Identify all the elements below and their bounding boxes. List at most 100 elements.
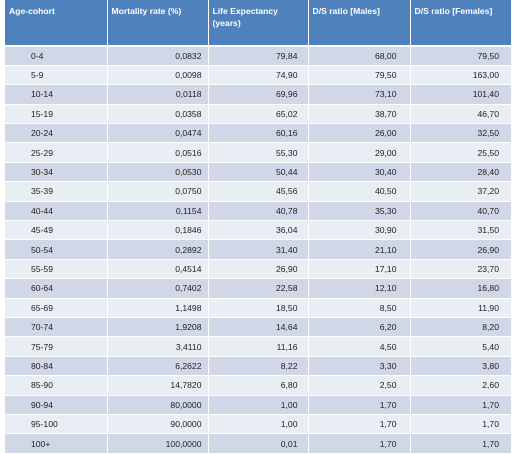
ds-ratio-females-cell: 37,20 (410, 181, 511, 202)
age-cohort-cell: 75-79 (5, 336, 108, 357)
life-expectancy-cell: 0,01 (208, 433, 309, 454)
ds-ratio-females-cell: 23,70 (410, 259, 511, 280)
life-expectancy-cell: 65,02 (208, 104, 309, 125)
mortality-rate-cell: 0,4514 (107, 259, 209, 280)
ds-ratio-females-cell: 25,50 (410, 142, 511, 163)
ds-ratio-males-cell: 73,10 (308, 84, 411, 105)
mortality-rate-cell: 0,0474 (107, 123, 209, 144)
life-expectancy-cell: 22,58 (208, 278, 309, 299)
ds-ratio-males-cell: 68,00 (308, 46, 411, 66)
ds-ratio-males-cell: 8,50 (308, 298, 411, 318)
ds-ratio-males-cell: 29,00 (308, 142, 411, 163)
ds-ratio-females-cell: 1,70 (410, 414, 511, 435)
table-row: 0-4 0,0832 79,84 68,00 79,50 (5, 46, 511, 66)
mortality-rate-cell: 1,9208 (107, 317, 209, 338)
age-cohort-cell: 95-100 (5, 414, 108, 435)
ds-ratio-males-cell: 35,30 (308, 201, 411, 222)
header-ds-ratio-males: D/S ratio [Males] (308, 0, 411, 47)
ds-ratio-females-cell: 101,40 (410, 84, 511, 105)
ds-ratio-males-cell: 4,50 (308, 336, 411, 357)
ds-ratio-males-cell: 1,70 (308, 414, 411, 435)
mortality-rate-cell: 0,0530 (107, 162, 209, 183)
table-row: 60-64 0,7402 22,58 12,10 16,80 (5, 278, 511, 299)
age-cohort-cell: 10-14 (5, 84, 108, 105)
table-header-row: Age-cohort Mortality rate (%) Life Expec… (5, 0, 511, 47)
age-cohort-cell: 70-74 (5, 317, 108, 338)
mortality-rate-cell: 0,0118 (107, 84, 209, 105)
mortality-rate-cell: 0,0098 (107, 65, 209, 86)
table-row: 75-79 3,4110 11,16 4,50 5,40 (5, 336, 511, 357)
mortality-rate-cell: 100,0000 (107, 433, 209, 454)
ds-ratio-males-cell: 30,90 (308, 220, 411, 241)
mortality-rate-cell: 0,7402 (107, 278, 209, 299)
table-row: 50-54 0,2892 31,40 21,10 26,90 (5, 239, 511, 260)
table-row: 85-90 14,7820 6,80 2,50 2,60 (5, 375, 511, 396)
table-row: 20-24 0,0474 60,16 26,00 32,50 (5, 123, 511, 144)
table-row: 80-84 6,2622 8,22 3,30 3,80 (5, 356, 511, 377)
table-row: 40-44 0,1154 40,78 35,30 40,70 (5, 201, 511, 222)
mortality-rate-cell: 14,7820 (107, 375, 209, 396)
mortality-table: Age-cohort Mortality rate (%) Life Expec… (5, 0, 511, 454)
ds-ratio-females-cell: 1,70 (410, 395, 511, 415)
age-cohort-cell: 65-69 (5, 298, 108, 318)
age-cohort-cell: 45-49 (5, 220, 108, 241)
life-expectancy-cell: 74,90 (208, 65, 309, 86)
life-expectancy-cell: 14,64 (208, 317, 309, 338)
life-expectancy-cell: 60,16 (208, 123, 309, 144)
age-cohort-cell: 80-84 (5, 356, 108, 377)
mortality-rate-cell: 90,0000 (107, 414, 209, 435)
life-expectancy-cell: 18,50 (208, 298, 309, 318)
ds-ratio-males-cell: 1,70 (308, 395, 411, 415)
table-row: 25-29 0,0516 55,30 29,00 25,50 (5, 142, 511, 163)
life-expectancy-cell: 6,80 (208, 375, 309, 396)
table-row: 35-39 0,0750 45,56 40,50 37,20 (5, 181, 511, 202)
ds-ratio-males-cell: 26,00 (308, 123, 411, 144)
table-row: 5-9 0,0098 74,90 79,50 163,00 (5, 65, 511, 86)
ds-ratio-females-cell: 11,90 (410, 298, 511, 318)
header-age-cohort: Age-cohort (5, 0, 108, 47)
age-cohort-cell: 20-24 (5, 123, 108, 144)
life-expectancy-cell: 26,90 (208, 259, 309, 280)
ds-ratio-males-cell: 30,40 (308, 162, 411, 183)
ds-ratio-females-cell: 5,40 (410, 336, 511, 357)
life-expectancy-cell: 1,00 (208, 414, 309, 435)
ds-ratio-females-cell: 32,50 (410, 123, 511, 144)
life-expectancy-cell: 1,00 (208, 395, 309, 415)
life-expectancy-cell: 40,78 (208, 201, 309, 222)
ds-ratio-males-cell: 40,50 (308, 181, 411, 202)
ds-ratio-males-cell: 6,20 (308, 317, 411, 338)
ds-ratio-females-cell: 163,00 (410, 65, 511, 86)
age-cohort-cell: 0-4 (5, 46, 108, 66)
life-expectancy-cell: 45,56 (208, 181, 309, 202)
age-cohort-cell: 85-90 (5, 375, 108, 396)
mortality-rate-cell: 0,0358 (107, 104, 209, 125)
life-expectancy-cell: 55,30 (208, 142, 309, 163)
life-expectancy-cell: 31,40 (208, 239, 309, 260)
header-ds-ratio-females: D/S ratio [Females] (410, 0, 511, 47)
ds-ratio-females-cell: 46,70 (410, 104, 511, 125)
life-expectancy-cell: 50,44 (208, 162, 309, 183)
ds-ratio-males-cell: 1,70 (308, 433, 411, 454)
ds-ratio-males-cell: 17,10 (308, 259, 411, 280)
age-cohort-cell: 35-39 (5, 181, 108, 202)
table-row: 15-19 0,0358 65,02 38,70 46,70 (5, 104, 511, 125)
mortality-rate-cell: 0,1846 (107, 220, 209, 241)
life-expectancy-cell: 11,16 (208, 336, 309, 357)
life-expectancy-cell: 69,96 (208, 84, 309, 105)
table-row: 45-49 0,1846 36,04 30,90 31,50 (5, 220, 511, 241)
ds-ratio-males-cell: 38,70 (308, 104, 411, 125)
age-cohort-cell: 30-34 (5, 162, 108, 183)
mortality-rate-cell: 0,1154 (107, 201, 209, 222)
mortality-rate-cell: 80,0000 (107, 395, 209, 415)
life-expectancy-cell: 36,04 (208, 220, 309, 241)
age-cohort-cell: 5-9 (5, 65, 108, 86)
header-life-expectancy: Life Expectancy (years) (208, 0, 309, 47)
ds-ratio-females-cell: 40,70 (410, 201, 511, 222)
mortality-rate-cell: 0,0516 (107, 142, 209, 163)
age-cohort-cell: 100+ (5, 433, 108, 454)
mortality-rate-cell: 1,1498 (107, 298, 209, 318)
life-expectancy-cell: 79,84 (208, 46, 309, 66)
table-row: 55-59 0,4514 26,90 17,10 23,70 (5, 259, 511, 280)
mortality-rate-cell: 0,0832 (107, 46, 209, 66)
table-row: 90-94 80,0000 1,00 1,70 1,70 (5, 395, 511, 415)
